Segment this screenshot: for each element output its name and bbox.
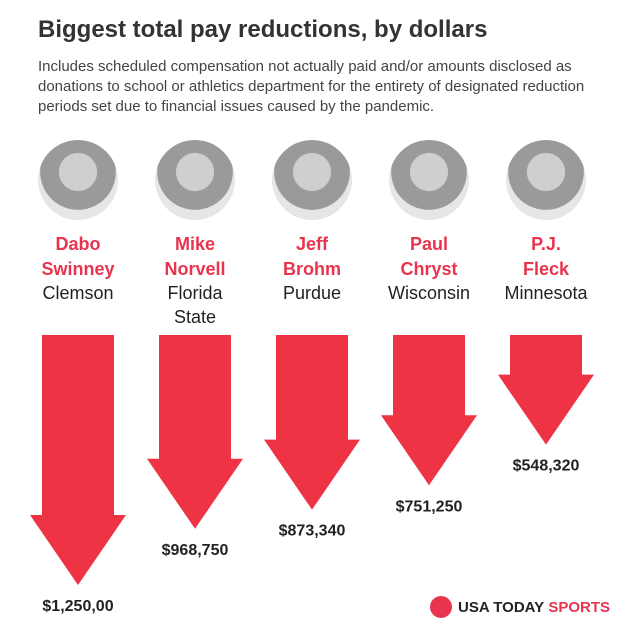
chart-subtitle: Includes scheduled compensation not actu… [38,58,585,115]
arrow [147,335,243,529]
photo [155,140,235,220]
school: Wisconsin [387,283,471,303]
coach-name: Dabo Swinney [41,234,115,279]
coach-name: Paul Chryst [400,234,458,279]
logo: USA TODAY SPORTS [430,596,610,618]
arrow [30,335,126,585]
section: SPORTS [548,598,610,616]
value-label: $873,340 [279,523,346,540]
value-label: $968,750 [162,542,229,559]
chart-title: Biggest total pay reductions, by dollars [38,16,488,43]
coach-name: Jeff Brohm [283,234,341,279]
photo [506,140,586,220]
value-label: $548,320 [513,458,580,475]
school: Florida State [167,283,223,327]
photo [38,140,118,220]
arrow [264,335,360,510]
arrow [498,335,594,445]
coach-name: Mike Norvell [164,234,226,279]
value-label: $1,250,00 [42,598,113,615]
school: Minnesota [504,283,588,303]
school: Clemson [42,283,114,303]
brand: USA TODAY [458,598,545,616]
logo-dot [430,596,452,618]
photo [389,140,469,220]
photo [272,140,352,220]
school: Purdue [282,283,342,303]
value-label: $751,250 [396,498,463,515]
arrow [381,335,477,486]
coach-name: P.J. Fleck [523,234,570,279]
